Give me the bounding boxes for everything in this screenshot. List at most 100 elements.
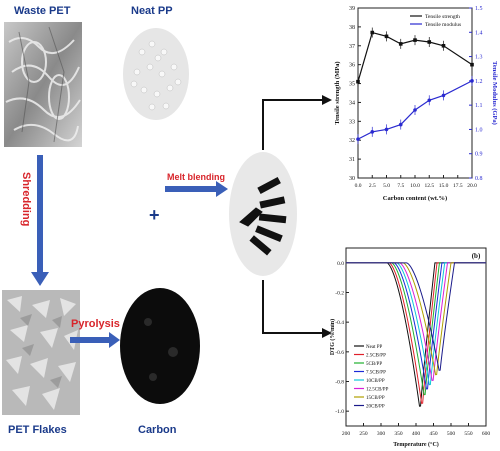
legend-label: 15CB/PP [366,396,385,401]
y-tick-label: -0.8 [335,380,344,386]
x-tick-label: 300 [377,431,386,437]
data-point [413,38,417,42]
y-tick-label: 35 [349,82,355,88]
x-axis-label: Temperature (°C) [393,441,439,448]
y2-tick-label: 1.1 [475,103,483,109]
carbon-image [118,282,202,407]
y-tick-label: 38 [349,25,355,31]
series-line-tensile-strength [357,31,473,82]
y-tick-label: -0.4 [335,320,344,326]
x-tick-label: 5.0 [383,183,390,189]
x-tick-label: 2.5 [369,183,376,189]
dtg-curve [346,262,486,386]
y-tick-label: 37 [349,44,355,50]
data-point [384,34,389,39]
blended-samples-image [228,150,298,278]
to-tensile-plot-arrow [262,99,325,150]
y-tick-label: 36 [349,63,355,69]
dtg-chart: 200 250 300 350 400 450 500 550 600 0.0 -0.2 -0.4 -0… [330,247,491,448]
tensile-chart: 0.0 2.5 5.0 7.5 10.0 12.5 15.0 17.5 20.0 30 31 32 33… [334,6,498,202]
waste-pet-image [4,22,82,147]
legend-label: Tensile modulus [425,22,461,28]
melt-blending-label: Melt blending [167,172,225,182]
legend-label: 2.5CB/PP [366,354,386,359]
y2-axis-label: Tensile Modulus (GPa) [491,61,498,125]
legend-label: 20CB/PP [366,405,385,410]
y2-tick-label: 1.5 [475,6,483,12]
neat-pp-label: Neat PP [131,5,173,17]
x-tick-label: 10.0 [410,183,420,189]
panel-label: (b) [472,252,481,260]
data-point [413,108,417,112]
x-tick-label: 17.5 [453,183,463,189]
y2-tick-label: 1.4 [475,30,483,36]
data-point [470,62,474,67]
legend-label: 10CB/PP [366,379,385,384]
legend-label: 12.5CB/PP [366,388,389,393]
x-tick-label: 12.5 [424,183,434,189]
data-point [427,98,432,103]
y2-tick-label: 0.9 [475,152,483,158]
carbon-label: Carbon [138,424,177,436]
legend-label: Tensile strength [425,14,460,20]
y-axis-label: Tensile strength (MPa) [334,61,341,124]
data-point [370,130,375,134]
legend-label: 7.5CB/PP [366,371,386,376]
x-tick-label: 450 [429,431,438,437]
data-point [356,137,360,141]
y-tick-label: 0.0 [337,261,344,267]
y2-tick-label: 0.8 [475,176,483,182]
dtg-curve [346,262,486,371]
data-point [441,43,446,48]
y-tick-label: 33 [349,119,355,125]
to-dtg-plot-arrow [262,280,325,334]
x-tick-label: 200 [342,431,351,437]
y-tick-label: 34 [349,100,355,106]
data-point [470,79,474,83]
y2-tick-label: 1.2 [475,79,483,85]
y-axis-label: DTG (%/min) [330,319,336,355]
y-tick-label: 31 [349,157,355,163]
x-axis-label: Carbon content (wt.%) [383,195,447,202]
y-tick-label: -0.2 [335,291,344,297]
x-tick-label: 0.0 [355,183,362,189]
series-line-tensile-modulus [357,80,473,140]
data-point [384,127,389,132]
dtg-curve [346,262,486,390]
pet-flakes-image [2,290,80,415]
data-point [441,93,446,98]
y-tick-label: 32 [349,138,355,144]
y-tick-label: -0.6 [335,350,344,356]
x-tick-label: 20.0 [467,183,477,189]
y-tick-label: 39 [349,6,355,12]
x-tick-label: 15.0 [439,183,449,189]
pyrolysis-arrow [70,337,110,343]
dtg-curve [346,262,486,381]
data-point [398,42,403,46]
x-tick-label: 250 [359,431,368,437]
x-tick-label: 400 [412,431,421,437]
data-point [427,40,432,44]
y2-tick-label: 1.0 [475,127,483,133]
shredding-arrow [37,155,43,273]
x-tick-label: 600 [482,431,491,437]
melt-blending-arrow [165,186,217,192]
x-tick-label: 500 [447,431,456,437]
legend-label: Neat PP [366,345,382,350]
legend-label: 5CB/PP [366,362,382,367]
y-tick-label: 30 [349,176,355,182]
pyrolysis-label: Pyrolysis [71,318,120,330]
pet-flakes-label: PET Flakes [8,424,67,436]
neat-pp-image [122,22,190,122]
data-point [370,30,375,35]
x-tick-label: 350 [394,431,403,437]
dtg-curve [346,262,486,407]
dtg-curve [346,262,486,376]
x-tick-label: 550 [464,431,473,437]
data-point [356,79,360,84]
x-tick-label: 7.5 [397,183,404,189]
plus-label: + [149,205,160,225]
data-point [398,122,403,127]
waste-pet-label: Waste PET [14,5,71,17]
